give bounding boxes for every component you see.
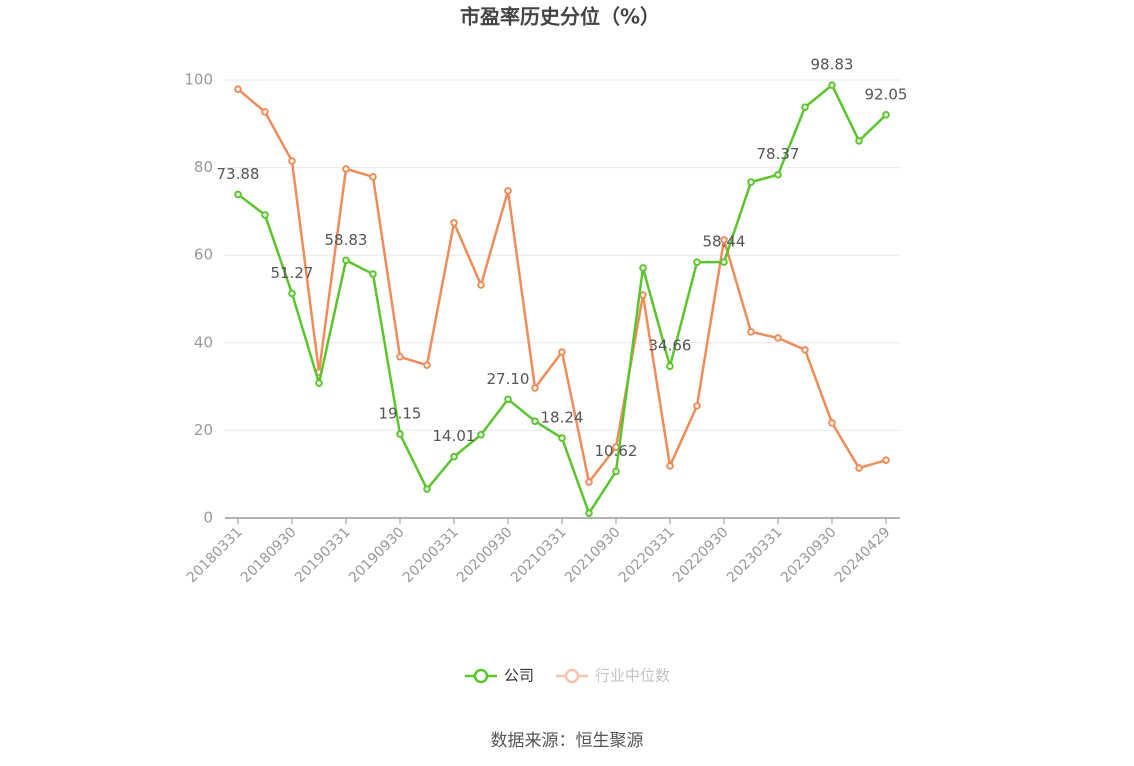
data-point: [747, 328, 755, 336]
data-point: [504, 395, 512, 404]
data-point: [342, 165, 350, 173]
data-label: 73.88: [217, 165, 260, 183]
data-label: 98.83: [811, 56, 854, 74]
x-tick-label: 20240429: [832, 524, 894, 586]
x-tick-label: 20210930: [562, 524, 624, 586]
data-point: [747, 178, 755, 186]
data-point: [450, 218, 458, 227]
x-tick-label: 20220331: [616, 524, 678, 586]
data-point: [828, 81, 836, 89]
data-point: [288, 157, 296, 165]
data-label: 27.10: [487, 370, 530, 388]
legend-item[interactable]: 行业中位数: [556, 667, 670, 685]
y-tick-label: 80: [194, 158, 213, 176]
x-tick-label: 20180930: [238, 524, 300, 586]
data-point: [477, 281, 485, 289]
y-tick-label: 60: [194, 246, 213, 264]
data-point: [450, 452, 458, 461]
data-label: 51.27: [271, 264, 314, 282]
data-point: [693, 402, 701, 410]
data-point: [828, 419, 836, 427]
x-tick-label: 20190331: [292, 524, 354, 586]
data-point: [531, 384, 539, 392]
data-point: [693, 258, 701, 267]
data-point: [369, 172, 377, 181]
data-point: [855, 464, 863, 472]
data-point: [558, 434, 566, 442]
x-tick-label: 20200331: [400, 524, 462, 586]
data-point: [531, 417, 539, 426]
data-point: [882, 456, 890, 464]
legend-marker: [473, 668, 489, 684]
legend-item[interactable]: 公司: [465, 667, 534, 685]
x-tick-label: 20230331: [724, 524, 786, 586]
y-tick-label: 20: [194, 421, 213, 439]
chart-title: 市盈率历史分位（%）: [460, 5, 660, 29]
data-label: 92.05: [865, 85, 908, 103]
data-point: [558, 348, 566, 356]
data-label: 18.24: [541, 409, 584, 427]
data-point: [423, 485, 431, 493]
data-label: 14.01: [433, 427, 476, 445]
data-point: [315, 379, 323, 387]
data-label: 58.44: [703, 233, 746, 251]
data-point: [612, 467, 620, 476]
y-tick-label: 0: [203, 509, 213, 527]
data-point: [666, 362, 674, 370]
data-point: [234, 85, 242, 93]
data-label: 34.66: [649, 337, 692, 355]
x-tick-label: 20210331: [508, 524, 570, 586]
y-tick-label: 100: [184, 71, 213, 89]
data-point: [639, 264, 647, 272]
data-point: [666, 462, 674, 470]
data-point: [369, 270, 377, 278]
data-label: 10.62: [595, 442, 638, 460]
data-point: [720, 258, 728, 266]
data-point: [774, 334, 782, 342]
x-tick-label: 20180331: [184, 524, 246, 586]
data-point: [639, 291, 647, 299]
data-point: [477, 430, 485, 439]
legend-label: 公司: [504, 667, 534, 685]
data-label: 58.83: [325, 231, 368, 249]
data-point: [396, 353, 404, 361]
x-tick-label: 20220930: [670, 524, 732, 586]
data-point: [801, 103, 809, 111]
data-point: [882, 111, 890, 119]
data-point: [855, 137, 863, 145]
data-point: [234, 190, 242, 199]
legend-marker: [564, 668, 580, 684]
data-point: [585, 478, 593, 486]
data-point: [423, 361, 431, 369]
data-point: [801, 346, 809, 354]
data-point: [261, 211, 269, 219]
data-label: 78.37: [757, 145, 800, 163]
data-point: [342, 256, 350, 265]
legend-label: 行业中位数: [595, 667, 670, 685]
x-tick-label: 20230930: [778, 524, 840, 586]
source: 数据来源：恒生聚源: [491, 731, 644, 751]
x-tick-label: 20190930: [346, 524, 408, 586]
y-tick-label: 40: [194, 333, 213, 351]
data-label: 19.15: [379, 405, 422, 423]
data-point: [504, 187, 512, 195]
x-tick-label: 20200930: [454, 524, 516, 586]
data-point: [774, 170, 782, 179]
data-point: [288, 289, 296, 298]
data-point: [261, 108, 269, 116]
data-point: [396, 430, 404, 438]
data-point: [585, 509, 593, 517]
data-point: [720, 236, 728, 244]
